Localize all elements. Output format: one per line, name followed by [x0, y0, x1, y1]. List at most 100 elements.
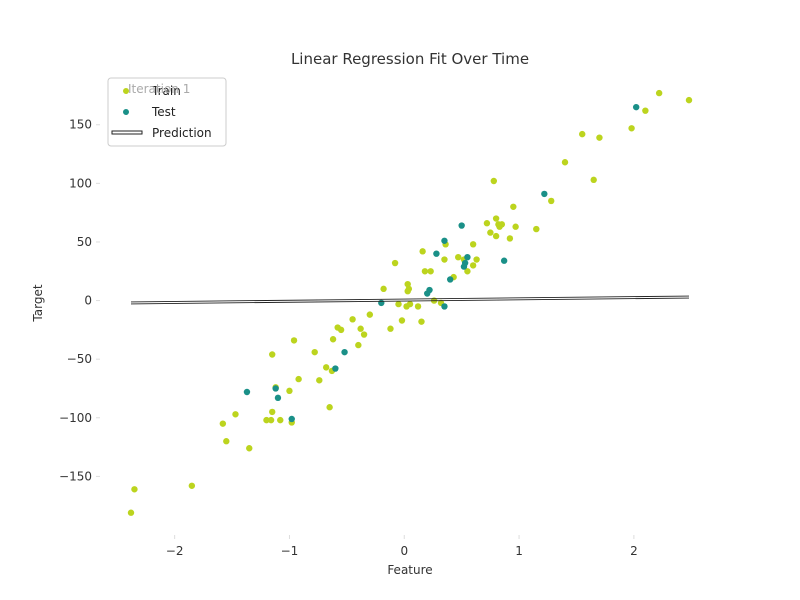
prediction-line [130, 295, 690, 305]
train-point [127, 509, 135, 516]
train-point [685, 96, 693, 104]
train-point [295, 375, 302, 383]
train-point [441, 256, 448, 263]
train-point [391, 259, 399, 267]
legend-prediction-marker [111, 130, 143, 135]
test-point [632, 103, 640, 111]
train-point [548, 197, 555, 205]
train-point [405, 285, 413, 293]
legend-box [107, 77, 227, 147]
legend-test-label: Test [151, 105, 176, 119]
y-tick-label: 100 [69, 176, 92, 190]
train-point [387, 325, 394, 332]
test-point [433, 250, 440, 257]
legend: Train Test Prediction [107, 77, 227, 147]
train-point [419, 248, 426, 255]
train-point [455, 254, 462, 261]
test-point [441, 303, 448, 310]
y-tick-label: 50 [77, 235, 92, 249]
train-point [512, 223, 519, 230]
train-series [127, 89, 693, 516]
legend-test-marker [123, 109, 129, 115]
test-point [274, 394, 282, 402]
train-point [473, 256, 480, 263]
test-point [272, 385, 279, 392]
train-point [590, 176, 597, 184]
legend-train-marker [123, 88, 129, 94]
train-point [360, 331, 368, 338]
test-point [243, 388, 251, 396]
test-series [243, 103, 640, 423]
test-point [378, 299, 385, 307]
train-point [642, 107, 649, 114]
iteration-annotation: Iteration 1 [128, 82, 190, 96]
test-point [341, 348, 348, 356]
test-point [332, 365, 339, 372]
train-point [232, 411, 239, 418]
test-point [441, 237, 448, 244]
x-tick-label: 0 [400, 544, 408, 558]
train-point [561, 159, 569, 166]
train-point [316, 377, 323, 384]
train-point [579, 130, 586, 138]
train-point [596, 134, 603, 141]
test-point [288, 415, 295, 423]
test-point [458, 222, 465, 229]
train-point [246, 445, 253, 452]
train-point [269, 408, 276, 416]
x-axis-label: Feature [387, 563, 432, 577]
train-point [418, 318, 425, 325]
axis-ticks: −2 −1 0 1 2 −150 −100 −50 0 50 100 150 [59, 118, 638, 558]
train-point [421, 268, 429, 275]
train-point [219, 420, 227, 427]
train-point [469, 262, 477, 269]
train-point [223, 438, 230, 445]
train-point [427, 268, 434, 275]
train-point [487, 229, 494, 236]
train-point [406, 300, 414, 308]
plot-area [127, 89, 693, 516]
train-point [337, 326, 345, 334]
legend-train-label: Train [151, 84, 181, 98]
x-tick-label: −1 [281, 544, 299, 558]
train-point [398, 317, 406, 324]
legend-prediction-label: Prediction [152, 126, 212, 140]
x-tick-label: 2 [630, 544, 638, 558]
train-point [464, 268, 471, 275]
train-point [366, 311, 374, 318]
train-point [263, 416, 270, 424]
prediction-line-upper [130, 295, 690, 303]
train-point [492, 232, 500, 240]
train-point [131, 486, 138, 493]
train-point [655, 89, 663, 97]
train-point [628, 125, 635, 132]
y-tick-label: −100 [59, 411, 92, 425]
train-point [311, 348, 318, 356]
train-point [498, 221, 506, 228]
train-point [490, 177, 498, 185]
train-point [267, 416, 275, 424]
train-point [483, 220, 491, 227]
chart-title: Linear Regression Fit Over Time [291, 50, 529, 68]
test-point [426, 286, 433, 294]
train-point [469, 241, 477, 248]
train-point [533, 225, 540, 233]
train-point [349, 316, 356, 323]
train-point [506, 235, 514, 242]
test-point [461, 259, 469, 267]
test-point [500, 257, 508, 264]
train-point [355, 341, 362, 349]
y-tick-label: −50 [67, 352, 92, 366]
train-point [510, 203, 517, 210]
y-axis-label: Target [31, 284, 45, 322]
x-tick-label: −2 [166, 544, 184, 558]
train-point [286, 387, 293, 395]
x-tick-label: 1 [515, 544, 523, 558]
test-point [446, 276, 454, 283]
test-point [541, 190, 548, 198]
prediction-line-lower [130, 297, 690, 305]
train-point [290, 337, 298, 344]
y-tick-label: 0 [84, 294, 92, 308]
train-point [277, 416, 284, 424]
